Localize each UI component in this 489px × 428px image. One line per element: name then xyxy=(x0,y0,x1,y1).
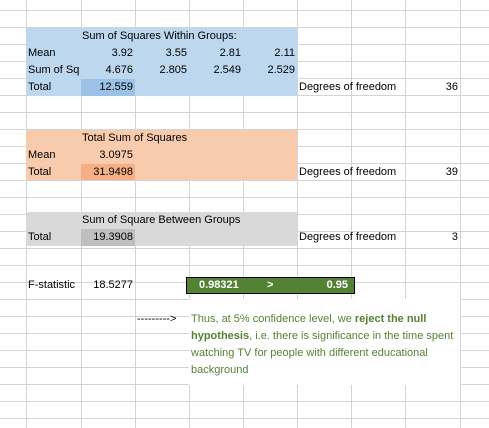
within-mean-4[interactable]: 2.11 xyxy=(274,47,295,59)
between-total-value[interactable]: 19.3908 xyxy=(93,231,133,243)
within-total-value[interactable]: 12.559 xyxy=(99,81,133,93)
within-sumsq-1[interactable]: 4.676 xyxy=(105,64,133,76)
conclusion-text-1: Thus, at 5% confidence level, we xyxy=(191,313,355,325)
within-sumsq-label: Sum of Sq xyxy=(28,64,80,76)
total-ss-title: Total Sum of Squares xyxy=(82,132,188,144)
within-sumsq-3[interactable]: 2.549 xyxy=(213,64,241,76)
within-total-highlight xyxy=(81,79,135,96)
within-mean-label: Mean xyxy=(28,47,56,59)
compare-left-value: 0.98321 xyxy=(199,279,239,291)
total-value-highlight xyxy=(81,164,135,180)
within-total-label: Total xyxy=(28,81,52,93)
between-dof-label: Degrees of freedom xyxy=(299,231,397,243)
total-ss-dof-value[interactable]: 39 xyxy=(445,166,458,178)
between-block-fill xyxy=(26,212,297,246)
total-ss-total-label: Total xyxy=(28,166,52,178)
total-ss-total-value[interactable]: 31.9498 xyxy=(93,166,133,178)
fstat-comparison-box[interactable]: 0.98321 > 0.95 xyxy=(186,277,355,294)
within-title: Sum of Squares Within Groups: xyxy=(82,30,237,42)
between-value-highlight xyxy=(81,229,135,246)
between-dof-value[interactable]: 3 xyxy=(451,231,458,243)
conclusion-text[interactable]: Thus, at 5% confidence level, we reject … xyxy=(191,311,486,379)
within-mean-2[interactable]: 3.55 xyxy=(165,47,187,59)
conclusion-arrow: ---------> xyxy=(137,313,177,325)
within-sumsq-2[interactable]: 2.805 xyxy=(159,64,187,76)
total-block-fill xyxy=(26,130,297,180)
within-mean-3[interactable]: 2.81 xyxy=(219,47,241,59)
total-ss-mean-label: Mean xyxy=(28,149,56,161)
within-sumsq-4[interactable]: 2.529 xyxy=(267,64,295,76)
compare-right-value: 0.95 xyxy=(326,279,348,291)
conclusion-text-bold: reject the null hypothesis xyxy=(191,313,427,342)
within-dof-value[interactable]: 36 xyxy=(445,81,458,93)
fstat-value[interactable]: 18.5277 xyxy=(93,279,133,291)
conclusion-fill xyxy=(189,299,460,385)
between-total-label: Total xyxy=(28,231,52,243)
total-ss-dof-label: Degrees of freedom xyxy=(299,166,397,178)
total-ss-mean-value[interactable]: 3.0975 xyxy=(99,149,133,161)
between-title: Sum of Square Between Groups xyxy=(82,214,241,226)
within-dof-label: Degrees of freedom xyxy=(299,81,397,93)
within-mean-1[interactable]: 3.92 xyxy=(111,47,133,59)
conclusion-text-2: , i.e. there is significance in the time… xyxy=(191,330,454,376)
fstat-label: F-statistic xyxy=(28,279,76,291)
compare-operator: > xyxy=(267,279,274,291)
within-block-fill xyxy=(26,28,297,96)
